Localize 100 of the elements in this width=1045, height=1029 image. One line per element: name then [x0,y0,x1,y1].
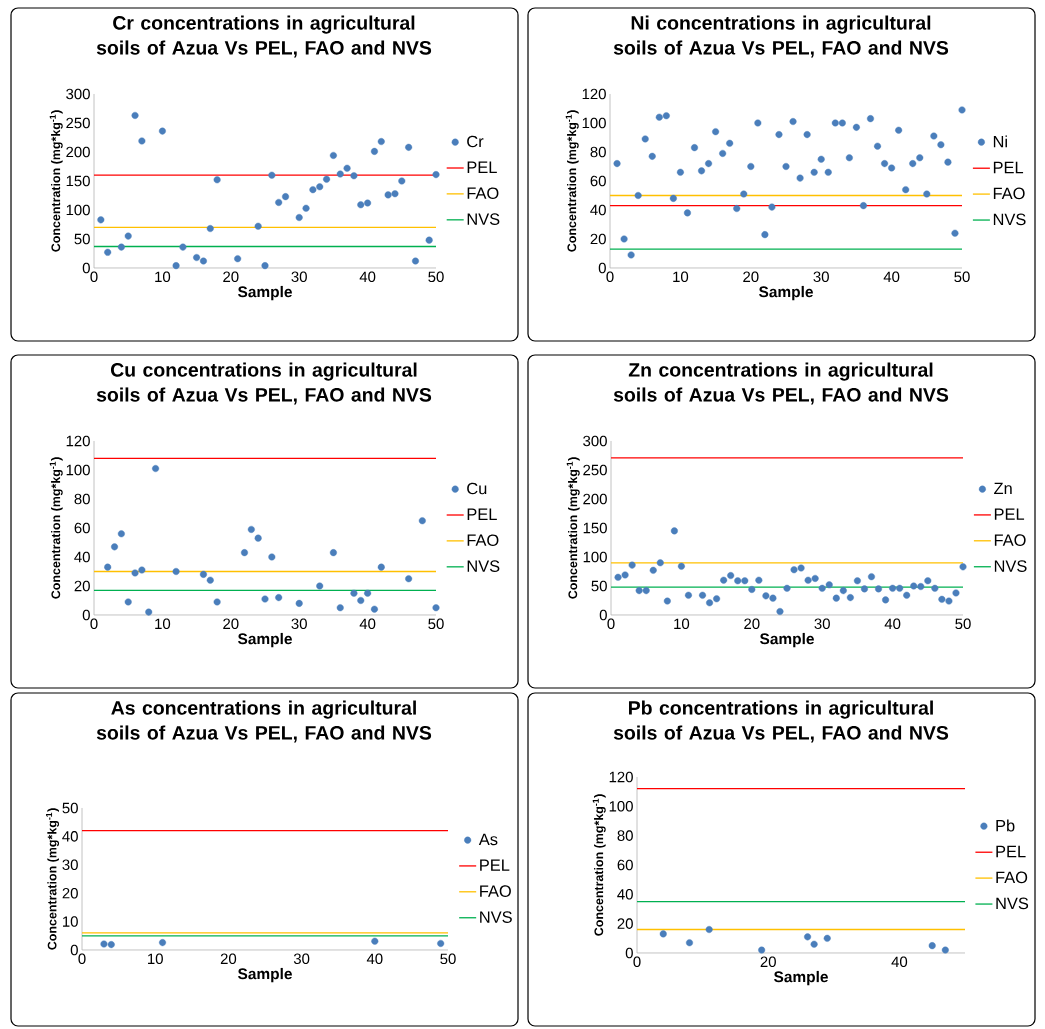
x-tick-label: 10 [155,271,171,283]
point [649,566,657,574]
point [206,576,214,584]
point [804,576,812,584]
x-tick-label: 40 [883,271,900,283]
y-tick-label: 20 [62,887,78,899]
point [329,151,337,159]
point [776,608,784,615]
y-tick-label: 300 [583,435,607,447]
point [902,186,910,194]
x-tick-label: 40 [891,956,908,968]
point [613,160,621,168]
point [823,934,831,942]
point [614,573,622,581]
point [690,144,698,152]
point [758,946,766,954]
point [713,595,721,603]
x-tick-label: 50 [440,953,456,965]
point [138,137,146,145]
legend-label: As [478,833,498,846]
point [875,585,883,593]
point [309,186,317,194]
y-axis-title: Concentration (mg*kg$^{-1}$) [565,110,579,252]
point [755,576,763,584]
point [941,946,949,954]
y-axis-title: Concentration (mg*kg$^{-1}$) [49,110,63,252]
point [364,589,372,597]
y-axis-title: Concentration (mg*kg$^{-1}$) [49,457,63,599]
legend-label: PEL [993,161,1024,174]
y-tick-label: 120 [582,88,606,100]
point [846,594,854,602]
legend-label: PEL [996,845,1026,858]
y-tick-label: 40 [617,889,633,900]
x-tick-label: 50 [428,271,444,283]
point [951,229,959,237]
y-tick-label: 10 [63,916,78,927]
point [364,199,372,207]
x-tick-label: 10 [148,953,163,965]
legend-label: Cu [467,482,487,495]
point [705,160,713,168]
point [627,251,635,259]
point [685,939,693,947]
point [874,142,882,150]
point [945,597,953,605]
point [797,564,805,572]
point [323,175,331,183]
y-tick-label: 0 [82,262,90,274]
point [860,585,868,593]
point [783,584,791,592]
y-tick-label: 20 [590,233,606,245]
legend-label: FAO [467,187,499,200]
point [104,563,112,571]
legend-label: Zn [994,482,1012,495]
x-tick-label: 40 [366,953,383,965]
point [172,262,180,270]
legend-label: NVS [467,213,500,225]
point [131,111,139,119]
point [213,598,221,606]
point [928,942,936,950]
point [370,147,378,155]
x-axis-title: Sample [759,632,814,648]
y-tick-label: 80 [74,493,90,505]
point [357,596,365,604]
point [789,118,797,126]
point [117,530,125,538]
point [727,572,735,580]
point [768,203,776,211]
point [832,594,840,602]
y-tick-label: 150 [66,175,90,187]
point [634,191,642,199]
y-axis-title: Concentration (mg*kg$^{-1}$) [46,808,60,950]
point [790,566,798,574]
legend-label: FAO [480,885,511,897]
point [268,171,276,179]
legend-label: NVS [993,213,1026,226]
point [641,135,649,143]
point [937,141,945,149]
legend-label: FAO [996,871,1028,884]
point [172,567,180,575]
point [741,577,749,585]
point [845,154,853,162]
x-tick-label: 10 [673,271,689,283]
legend-label: Ni [993,135,1007,148]
y-tick-label: 0 [82,609,90,621]
point [97,216,105,224]
chart-title: Pb concentrations in agricultural soils of Azua Vs PEL, FAO and NVS [613,700,949,743]
point [648,152,656,160]
x-axis-title: Sample [237,967,292,983]
point [104,248,112,256]
point [316,582,324,590]
point [656,559,664,567]
x-tick-label: 20 [744,618,760,630]
y-tick-label: 0 [70,944,78,956]
x-tick-label: 20 [743,271,759,283]
point [432,171,440,179]
point [720,576,728,584]
ref-line-label: NVS [996,897,1029,910]
x-tick-label: 20 [760,956,776,968]
point [247,525,255,533]
point [193,254,201,262]
